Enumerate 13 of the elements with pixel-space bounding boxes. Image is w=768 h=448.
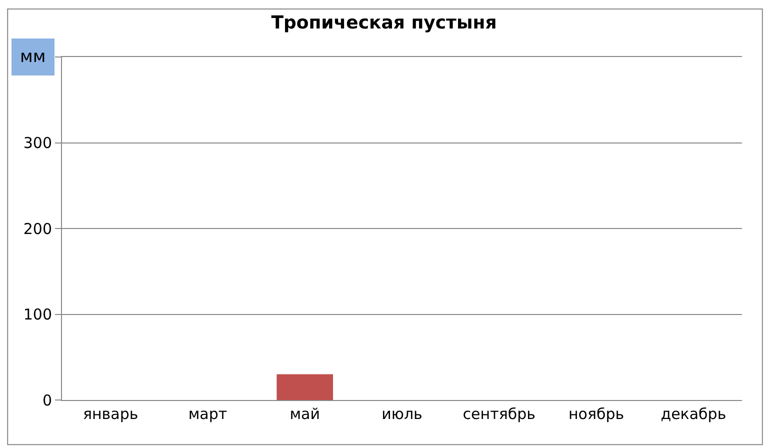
x-tick-label: июль bbox=[382, 405, 422, 423]
y-tick-label: 0 bbox=[42, 391, 52, 410]
y-tick-label: 300 bbox=[23, 134, 52, 152]
x-tick-label: декабрь bbox=[660, 405, 726, 423]
y-tick-label: 100 bbox=[23, 306, 52, 324]
y-axis-title: мм bbox=[20, 47, 46, 67]
x-tick-label: май bbox=[290, 405, 320, 423]
y-tick-label: 200 bbox=[23, 220, 52, 238]
x-tick-label: март bbox=[188, 405, 228, 423]
chart-title: Тропическая пустыня bbox=[271, 12, 497, 34]
x-tick-label: ноябрь bbox=[568, 405, 624, 423]
x-tick-label: сентябрь bbox=[462, 405, 536, 423]
x-tick-label: январь bbox=[82, 405, 138, 423]
